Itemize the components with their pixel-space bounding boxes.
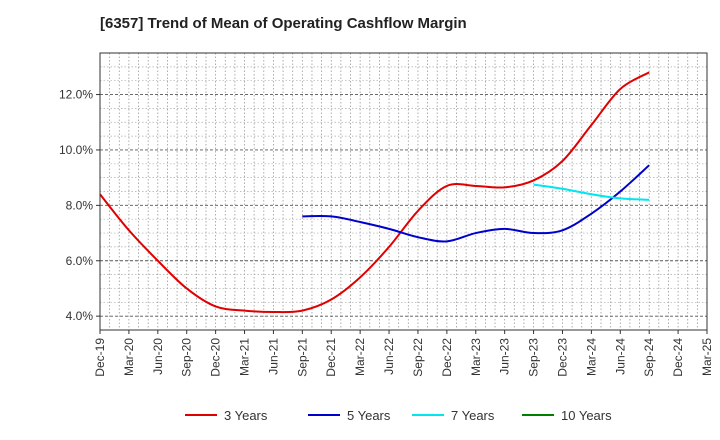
x-tick-label: Sep-22 (411, 338, 425, 377)
x-tick-label: Mar-20 (122, 338, 136, 376)
series-line-2 (302, 164, 650, 243)
chart-title: [6357] Trend of Mean of Operating Cashfl… (100, 15, 467, 32)
y-tick-label: 12.0% (59, 88, 93, 102)
x-tick-label: Mar-21 (238, 338, 252, 376)
x-tick-label: Dec-20 (209, 338, 223, 377)
grid (100, 52, 707, 331)
x-tick-label: Mar-22 (353, 338, 367, 376)
series-line-3 (533, 183, 650, 201)
x-tick-label: Sep-24 (642, 338, 656, 377)
x-tick-label: Jun-22 (382, 338, 396, 375)
y-tick-label: 8.0% (66, 198, 94, 212)
x-tick-label: Dec-23 (555, 338, 569, 377)
x-tick-label: Jun-20 (151, 338, 165, 375)
x-tick-label: Dec-24 (671, 338, 685, 377)
series-lines (99, 71, 650, 314)
legend-label: 7 Years (451, 408, 495, 423)
legend-label: 10 Years (561, 408, 612, 423)
x-tick-label: Sep-23 (527, 338, 541, 377)
legend-label: 5 Years (347, 408, 391, 423)
plot-frame (99, 52, 708, 331)
legend: 3 Years 5 Years 7 Years 10 Years (185, 408, 612, 423)
x-tick-label: Jun-24 (613, 338, 627, 375)
x-tick-label: Dec-21 (324, 338, 338, 377)
y-tick-label: 6.0% (66, 254, 94, 268)
x-tick-label: Jun-23 (498, 338, 512, 375)
x-tick-label: Sep-21 (295, 338, 309, 377)
y-tick-label: 10.0% (59, 143, 93, 157)
x-tick-label: Sep-20 (180, 338, 194, 377)
y-axis-ticks: 4.0% 6.0% 8.0% 10.0% 12.0% (59, 88, 100, 323)
x-tick-label: Dec-19 (93, 338, 107, 377)
x-tick-label: Mar-24 (584, 338, 598, 376)
legend-label: 3 Years (224, 408, 268, 423)
x-tick-label: Mar-23 (469, 338, 483, 376)
x-tick-label: Jun-21 (266, 338, 280, 375)
series-line-1 (99, 71, 650, 314)
x-tick-label: Mar-25 (700, 338, 714, 376)
y-tick-label: 4.0% (66, 309, 94, 323)
x-axis-ticks: Dec-19 Mar-20 Jun-20 Sep-20 Dec-20 Mar-21 Jun-… (93, 330, 714, 377)
x-tick-label: Dec-22 (440, 338, 454, 377)
